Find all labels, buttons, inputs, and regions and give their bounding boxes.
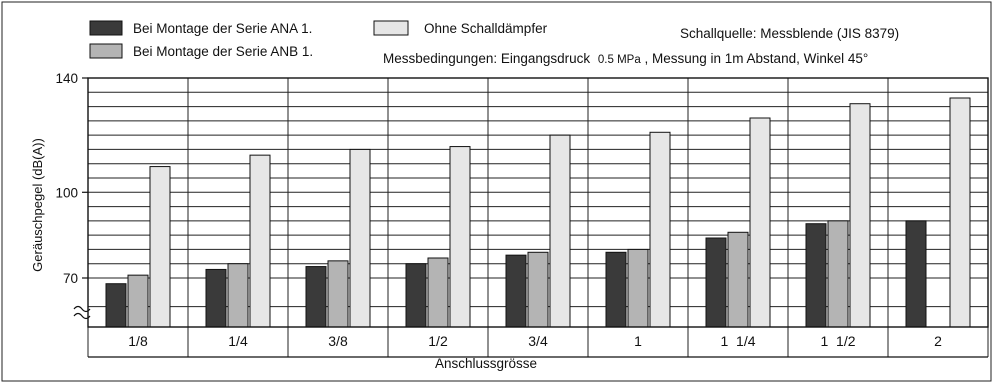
bar-ana <box>305 266 327 328</box>
bar-ana <box>905 220 927 328</box>
legend-swatch-ana <box>89 20 123 36</box>
bar-anb <box>727 231 749 328</box>
bar-anb <box>627 248 649 328</box>
bar-anb <box>127 274 149 328</box>
x-axis-label: Anschlussgrösse <box>435 356 537 371</box>
annotation-pressure: 0.5 MPa <box>598 54 641 66</box>
bar-ana <box>505 254 527 328</box>
plot-frame <box>87 77 989 328</box>
bar-ana <box>105 283 127 328</box>
x-tick-label: 3/4 <box>528 333 548 349</box>
bar-ohne <box>949 97 971 328</box>
y-axis-label: Geräuschpegel (dB(A)) <box>30 138 45 272</box>
legend: Bei Montage der Serie ANA 1. Bei Montage… <box>89 20 548 59</box>
y-tick-label: 100 <box>55 185 78 200</box>
annotation-measurement: , Messung in 1m Abstand, Winkel 45° <box>645 51 869 66</box>
bar-ohne <box>749 117 771 328</box>
bar-anb <box>427 257 449 328</box>
bar-anb <box>227 263 249 328</box>
bar-ohne <box>449 146 471 328</box>
annotation-schallquelle: Schallquelle: Messblende (JIS 8379) <box>680 26 899 41</box>
annotation-messbedingungen-label: Messbedingungen: Eingangsdruck <box>383 51 590 66</box>
legend-label-ohne: Ohne Schalldämpfer <box>424 21 548 36</box>
x-tick-label: 1/8 <box>128 333 148 349</box>
legend-label-anb: Bei Montage der Serie ANB 1. <box>133 44 313 59</box>
annotation-messbedingungen: Messbedingungen: Eingangsdruck 0.5 MPa ,… <box>383 51 868 66</box>
bar-ana <box>405 263 427 328</box>
x-tick-label: 2 <box>934 333 942 349</box>
bar-ohne <box>549 134 571 328</box>
x-tick-labels: 1/8 1/4 3/8 1/2 3/4 1 1 1/4 1 1/2 2 <box>128 333 942 349</box>
x-tick-label: 1 1/2 <box>820 333 855 349</box>
axis-break-symbol <box>73 312 91 320</box>
x-tick-label: 1 <box>634 333 642 349</box>
axis-break-symbol <box>73 305 91 313</box>
grid-lines <box>87 77 989 357</box>
bar-ana <box>605 251 627 328</box>
legend-swatch-anb <box>89 43 123 59</box>
x-tick-label: 1/4 <box>228 333 248 349</box>
bar-ohne <box>849 103 871 328</box>
bar-ana <box>205 268 227 328</box>
y-tick-labels: 70 100 140 <box>55 71 78 286</box>
bar-ohne <box>349 148 371 328</box>
bar-anb <box>327 260 349 328</box>
legend-label-ana: Bei Montage der Serie ANA 1. <box>133 21 312 36</box>
x-tick-label: 1 1/4 <box>720 333 755 349</box>
x-tick-label: 3/8 <box>328 333 348 349</box>
bar-ohne <box>249 154 271 328</box>
legend-swatch-ohne <box>373 20 409 36</box>
bar-ohne <box>649 131 671 328</box>
x-tick-label: 1/2 <box>428 333 448 349</box>
bar-anb <box>527 251 549 328</box>
bar-anb <box>827 220 849 328</box>
bars-group <box>105 97 971 328</box>
bar-ana <box>705 237 727 328</box>
bar-ana <box>805 223 827 328</box>
bar-ohne <box>149 166 171 328</box>
y-tick-label: 70 <box>63 271 78 286</box>
y-tick-label: 140 <box>55 71 78 86</box>
